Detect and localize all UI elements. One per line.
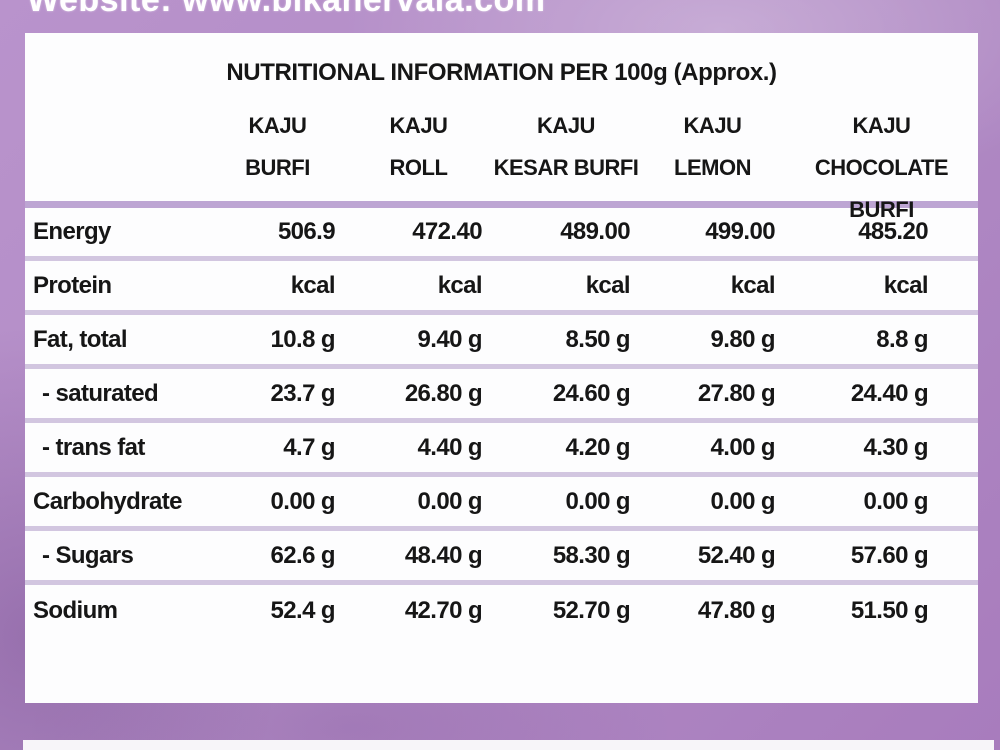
- table-row-carbohydrate: Carbohydrate 0.00 g 0.00 g 0.00 g 0.00 g…: [25, 474, 978, 529]
- table-title: NUTRITIONAL INFORMATION PER 100g (Approx…: [226, 59, 777, 86]
- value-cell: 4.20 g: [565, 433, 631, 461]
- column-header-line1: KAJU: [852, 113, 911, 138]
- value-cell: 0.00 g: [417, 487, 483, 515]
- column-header-kaju-lemon: KAJU LEMON: [640, 105, 785, 205]
- header-row: KAJU BURFI KAJU ROLL KAJU KESAR BURFI KA…: [25, 105, 978, 222]
- value-cell: 52.40 g: [697, 541, 776, 569]
- row-label: Energy: [33, 218, 111, 245]
- value-cell: 506.9: [277, 218, 336, 245]
- value-cell: 9.40 g: [417, 325, 483, 353]
- column-header-kaju-burfi: KAJU BURFI: [210, 105, 345, 205]
- value-cell: 0.00 g: [270, 487, 336, 515]
- value-cell: 52.70 g: [552, 596, 631, 624]
- value-cell: 489.00: [560, 218, 630, 245]
- column-header-line2: ROLL: [389, 155, 448, 180]
- column-header-line1: KAJU: [537, 113, 595, 138]
- row-label: Fat, total: [33, 325, 128, 353]
- value-cell: 42.70 g: [404, 596, 483, 624]
- value-cell: 27.80 g: [697, 379, 776, 407]
- row-label: Carbohydrate: [33, 487, 182, 515]
- table-row-saturated: - saturated 23.7 g 26.80 g 24.60 g 27.80…: [25, 366, 978, 421]
- value-cell: 52.4 g: [270, 596, 336, 624]
- table-row-sodium: Sodium 52.4 g 42.70 g 52.70 g 47.80 g 51…: [25, 582, 978, 637]
- value-cell: 4.30 g: [863, 433, 929, 461]
- column-header-line1: KAJU: [248, 113, 307, 138]
- value-cell: 58.30 g: [552, 541, 631, 569]
- row-label: - Sugars: [42, 541, 134, 569]
- column-header-kaju-roll: KAJU ROLL: [345, 105, 492, 205]
- value-cell: kcal: [883, 271, 929, 299]
- column-header-line2: CHOCOLATE BURFI: [814, 155, 949, 222]
- column-header-line2: BURFI: [245, 155, 310, 180]
- row-label: - trans fat: [42, 433, 145, 461]
- row-label: - saturated: [42, 379, 159, 407]
- value-cell: 24.60 g: [552, 379, 631, 407]
- table-row-trans-fat: - trans fat 4.7 g 4.40 g 4.20 g 4.00 g 4…: [25, 420, 978, 475]
- value-cell: 10.8 g: [270, 325, 336, 353]
- value-cell: 57.60 g: [850, 541, 929, 569]
- value-cell: 51.50 g: [850, 596, 929, 624]
- value-cell: 8.8 g: [876, 325, 928, 353]
- value-cell: 24.40 g: [850, 379, 929, 407]
- value-cell: kcal: [585, 271, 631, 299]
- value-cell: 23.7 g: [270, 379, 336, 407]
- column-header-kaju-kesar-burfi: KAJU KESAR BURFI: [492, 105, 640, 205]
- value-cell: 48.40 g: [404, 541, 483, 569]
- value-cell: 62.6 g: [270, 541, 336, 569]
- table-row-sugars: - Sugars 62.6 g 48.40 g 58.30 g 52.40 g …: [25, 528, 978, 583]
- value-cell: kcal: [437, 271, 483, 299]
- next-card-top-edge: [23, 740, 994, 750]
- nutrition-card: NUTRITIONAL INFORMATION PER 100g (Approx…: [25, 33, 978, 703]
- nutrition-table: KAJU BURFI KAJU ROLL KAJU KESAR BURFI KA…: [25, 105, 978, 637]
- column-header-line1: KAJU: [389, 113, 448, 138]
- column-header-line2: LEMON: [674, 155, 751, 180]
- website-banner-text: Website: www.bikanervala.com: [27, 0, 546, 19]
- value-cell: 472.40: [412, 218, 482, 245]
- value-cell: 26.80 g: [404, 379, 483, 407]
- value-cell: 8.50 g: [565, 325, 631, 353]
- row-label: Sodium: [33, 596, 118, 624]
- value-cell: 499.00: [705, 218, 775, 245]
- column-header-line2: KESAR BURFI: [493, 155, 639, 180]
- table-row-protein: Protein kcal kcal kcal kcal kcal: [25, 258, 978, 313]
- value-cell: 4.00 g: [710, 433, 776, 461]
- value-cell: 485.20: [858, 218, 928, 245]
- value-cell: 0.00 g: [565, 487, 631, 515]
- value-cell: 47.80 g: [697, 596, 776, 624]
- value-cell: kcal: [730, 271, 776, 299]
- value-cell: 4.7 g: [283, 433, 335, 461]
- value-cell: 4.40 g: [417, 433, 483, 461]
- table-row-energy: Energy 506.9 472.40 489.00 499.00 485.20: [25, 204, 978, 259]
- header-empty: [25, 105, 210, 205]
- value-cell: 9.80 g: [710, 325, 776, 353]
- column-header-kaju-chocolate-burfi: KAJU CHOCOLATE BURFI: [785, 105, 978, 222]
- column-header-line1: KAJU: [683, 113, 742, 138]
- value-cell: 0.00 g: [710, 487, 776, 515]
- row-label: Protein: [33, 271, 112, 299]
- value-cell: 0.00 g: [863, 487, 929, 515]
- value-cell: kcal: [290, 271, 336, 299]
- table-row-fat-total: Fat, total 10.8 g 9.40 g 8.50 g 9.80 g 8…: [25, 312, 978, 367]
